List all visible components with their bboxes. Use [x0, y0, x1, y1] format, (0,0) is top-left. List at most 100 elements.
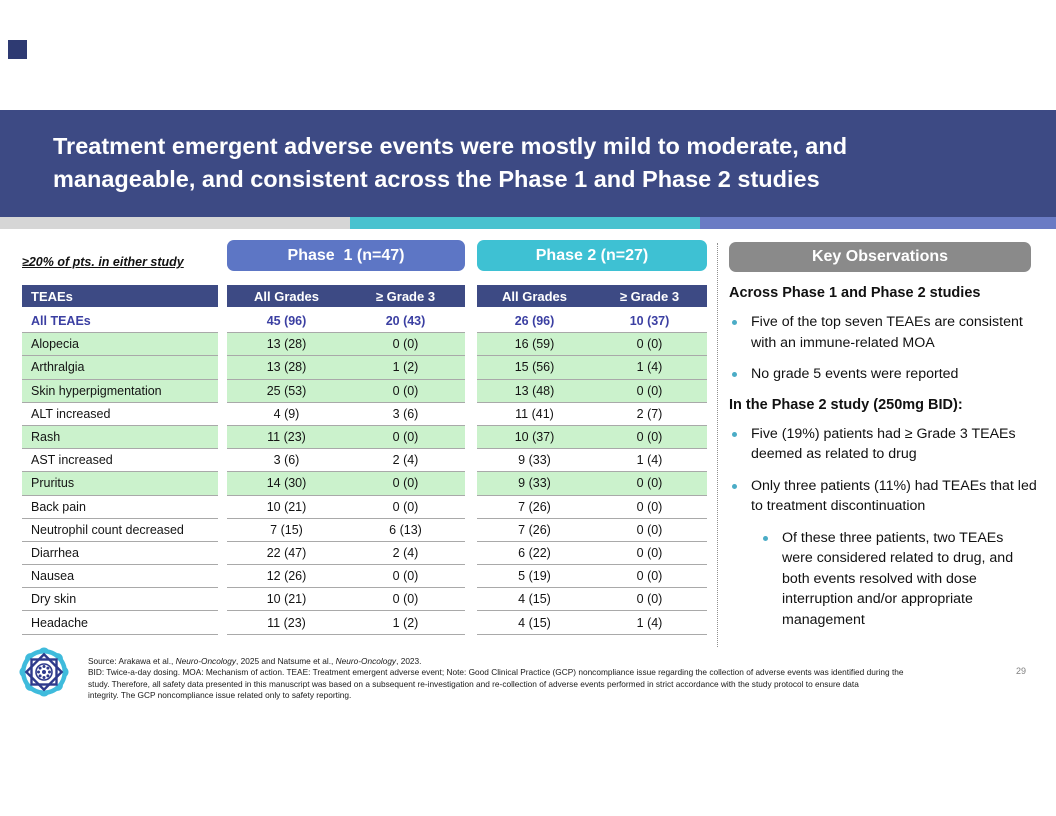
p2-grade3-cell: 1 (4) [592, 356, 707, 380]
teae-name-cell: Arthralgia [22, 356, 218, 380]
ko-bullet-text: No grade 5 events were reported [751, 366, 959, 382]
bullet-dot-icon [732, 320, 737, 325]
p1-all-grades-cell: 4 (9) [227, 403, 346, 426]
note-line: BID: Twice-a-day dosing. MOA: Mechanism … [88, 667, 904, 678]
p1-grade3-cell: 0 (0) [346, 565, 465, 589]
table-row: Arthralgia 13 (28) 1 (2) 15 (56) 1 (4) [22, 356, 707, 380]
p2-all-grades-cell: 11 (41) [477, 403, 592, 426]
p2-grade3-cell: 0 (0) [592, 588, 707, 612]
p1-grade3-cell: 0 (0) [346, 588, 465, 612]
p2-all-grades-cell: 7 (26) [477, 519, 592, 542]
company-logo-mandala-icon [19, 647, 69, 697]
p2-all-grades-cell: 15 (56) [477, 356, 592, 380]
table-row-all-teaes: All TEAEs 45 (96) 20 (43) 26 (96) 10 (37… [22, 310, 707, 334]
ko-section1-title: Across Phase 1 and Phase 2 studies [729, 285, 981, 301]
p1-all-grades-cell: 10 (21) [227, 588, 346, 612]
col-header-p1-all-grades: All Grades [227, 285, 346, 307]
table-row: Pruritus 14 (30) 0 (0) 9 (33) 0 (0) [22, 472, 707, 496]
p2-grade3-cell: 0 (0) [592, 496, 707, 519]
teae-name-cell: Dry skin [22, 588, 218, 612]
table-header-row: TEAEs All Grades ≥ Grade 3 All Grades ≥ … [22, 285, 707, 307]
teae-name-cell: Nausea [22, 565, 218, 589]
p2-grade3-cell: 0 (0) [592, 542, 707, 566]
ko-bullet: Five (19%) patients had ≥ Grade 3 TEAEs … [729, 424, 1037, 465]
table-row: Back pain 10 (21) 0 (0) 7 (26) 0 (0) [22, 496, 707, 519]
teae-name-cell: Rash [22, 425, 218, 450]
p1-all-grades-cell: 3 (6) [227, 449, 346, 473]
p2-grade3-cell: 0 (0) [592, 425, 707, 450]
p2-all-grades-cell: 5 (19) [477, 565, 592, 589]
ko-bullet: No grade 5 events were reported [729, 364, 1037, 385]
teae-name-cell: ALT increased [22, 403, 218, 426]
p2-grade3-cell: 2 (7) [592, 403, 707, 426]
ko-sub-bullet-text: Of these three patients, two TEAEs were … [782, 529, 1014, 628]
key-observations-panel: Across Phase 1 and Phase 2 studies Five … [729, 279, 1037, 641]
p2-grade3-cell: 0 (0) [592, 519, 707, 542]
table-row: Rash 11 (23) 0 (0) 10 (37) 0 (0) [22, 425, 707, 450]
p2-grade3-cell: 1 (4) [592, 449, 707, 473]
p2-grade3-cell: 0 (0) [592, 565, 707, 589]
p2-all-grades-cell: 16 (59) [477, 333, 592, 357]
source-line: Source: Arakawa et al., Neuro-Oncology, … [88, 656, 422, 666]
slide-title: Treatment emergent adverse events were m… [53, 133, 848, 192]
table-row: ALT increased 4 (9) 3 (6) 11 (41) 2 (7) [22, 403, 707, 426]
bullet-dot-icon [732, 372, 737, 377]
ko-bullet: Only three patients (11%) had TEAEs that… [729, 476, 1037, 517]
table-row: Alopecia 13 (28) 0 (0) 16 (59) 0 (0) [22, 333, 707, 357]
p1-grade3-cell: 20 (43) [346, 310, 465, 334]
bullet-dot-icon [732, 483, 737, 489]
dotted-separator [717, 243, 718, 647]
p1-grade3-cell: 1 (2) [346, 356, 465, 380]
p2-all-grades-cell: 13 (48) [477, 379, 592, 403]
p2-grade3-cell: 0 (0) [592, 379, 707, 403]
col-header-teaes: TEAEs [22, 285, 218, 307]
ko-bullet-text: Five of the top seven TEAEs are consiste… [751, 314, 1023, 351]
table-row: Dry skin 10 (21) 0 (0) 4 (15) 0 (0) [22, 588, 707, 612]
p2-all-grades-cell: 4 (15) [477, 588, 592, 612]
table-qualifier-note: ≥20% of pts. in either study [22, 255, 184, 269]
ko-bullet-text: Five (19%) patients had ≥ Grade 3 TEAEs … [751, 425, 1016, 463]
p1-grade3-cell: 0 (0) [346, 472, 465, 496]
p1-all-grades-cell: 25 (53) [227, 379, 346, 403]
p2-all-grades-cell: 6 (22) [477, 542, 592, 566]
bullet-dot-icon [732, 431, 737, 437]
ko-sub-bullet: Of these three patients, two TEAEs were … [760, 528, 1037, 631]
teae-name-cell: Diarrhea [22, 542, 218, 566]
teae-name-cell: Neutrophil count decreased [22, 519, 218, 542]
col-header-p2-grade3: ≥ Grade 3 [592, 285, 707, 307]
table-row: Headache 11 (23) 1 (2) 4 (15) 1 (4) [22, 611, 707, 635]
table-row: Nausea 12 (26) 0 (0) 5 (19) 0 (0) [22, 565, 707, 589]
page-number: 29 [1016, 666, 1027, 676]
p2-all-grades-cell: 9 (33) [477, 472, 592, 496]
p1-all-grades-cell: 13 (28) [227, 333, 346, 357]
key-observations-header: Key Observations [729, 242, 1031, 272]
note-line: study. Therefore, all safety data presen… [88, 678, 859, 689]
p2-all-grades-cell: 7 (26) [477, 496, 592, 519]
teae-name-cell: All TEAEs [22, 310, 218, 334]
phase2-group-header: Phase 2 (n=27) [477, 240, 707, 271]
ko-section2-title: In the Phase 2 study (250mg BID): [729, 396, 963, 413]
p1-all-grades-cell: 11 (23) [227, 611, 346, 635]
col-header-p1-grade3: ≥ Grade 3 [346, 285, 465, 307]
p1-grade3-cell: 0 (0) [346, 333, 465, 357]
p2-grade3-cell: 10 (37) [592, 310, 707, 334]
p2-all-grades-cell: 10 (37) [477, 425, 592, 450]
teae-table: TEAEs All Grades ≥ Grade 3 All Grades ≥ … [22, 285, 707, 635]
p1-all-grades-cell: 45 (96) [227, 310, 346, 334]
p2-all-grades-cell: 9 (33) [477, 449, 592, 473]
teae-name-cell: Back pain [22, 496, 218, 519]
p2-all-grades-cell: 4 (15) [477, 611, 592, 635]
p2-all-grades-cell: 26 (96) [477, 310, 592, 334]
p1-all-grades-cell: 7 (15) [227, 519, 346, 542]
teae-name-cell: Headache [22, 611, 218, 635]
ko-bullet: Five of the top seven TEAEs are consiste… [729, 312, 1037, 353]
p1-grade3-cell: 2 (4) [346, 449, 465, 473]
ko-bullet-text: Only three patients (11%) had TEAEs that… [751, 477, 1037, 515]
teae-name-cell: AST increased [22, 449, 218, 473]
p2-grade3-cell: 1 (4) [592, 611, 707, 635]
title-banner: Treatment emergent adverse events were m… [0, 110, 1056, 217]
p1-grade3-cell: 0 (0) [346, 425, 465, 450]
stripe-gray-segment [0, 217, 350, 229]
phase1-group-header: Phase 1 (n=47) [227, 240, 465, 271]
stripe-blue-segment [700, 217, 1056, 229]
